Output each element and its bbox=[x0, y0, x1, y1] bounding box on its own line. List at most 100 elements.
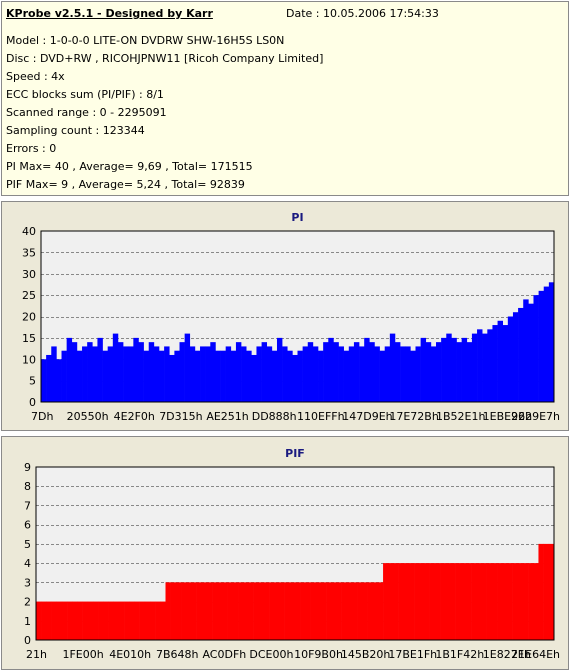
pif-bar-87 bbox=[486, 563, 493, 640]
pi-bar-90 bbox=[502, 325, 509, 402]
pi-bar-95 bbox=[528, 303, 534, 402]
pif-bar-96 bbox=[533, 563, 539, 640]
pi-bar-87 bbox=[487, 329, 493, 402]
app-title: KProbe v2.5.1 - Designed by Karr bbox=[6, 7, 213, 20]
pi-xtick-0: 7Dh bbox=[31, 410, 53, 423]
pi-bar-92 bbox=[512, 312, 519, 402]
pi-bar-58 bbox=[338, 346, 344, 402]
pi-bar-51 bbox=[302, 346, 309, 402]
pi-bar-54 bbox=[318, 350, 324, 402]
pi-bar-10 bbox=[92, 346, 98, 402]
pif-xtick-11: 21E64Eh bbox=[511, 648, 560, 661]
pif-bar-71 bbox=[403, 563, 410, 640]
pif-bar-99 bbox=[548, 543, 555, 640]
pi-bar-81 bbox=[456, 342, 462, 402]
pif-bar-40 bbox=[243, 582, 249, 640]
pi-bar-11 bbox=[97, 337, 103, 403]
pi-bar-89 bbox=[497, 320, 503, 402]
pi-bar-47 bbox=[282, 346, 288, 402]
pif-bar-84 bbox=[471, 563, 477, 640]
pi-bar-69 bbox=[394, 342, 401, 402]
pi-ytick-6: 30 bbox=[22, 268, 36, 281]
pif-bar-14 bbox=[108, 601, 114, 640]
pi-bar-59 bbox=[343, 350, 350, 402]
pif-xtick-9: 1B1F42h bbox=[435, 648, 484, 661]
pif-chart-panel: PIF 0 1 2 3 4 5 6 7 8 9 21h 1FE00h 4E010h 7B648h AC0DFh… bbox=[1, 436, 569, 670]
pi-xtick-1: 20550h bbox=[67, 410, 109, 423]
info-sampling-count: Sampling count : 123344 bbox=[6, 124, 145, 137]
info-ecc-blocks: ECC blocks sum (PI/PIF) : 8/1 bbox=[6, 88, 164, 101]
pi-bar-29 bbox=[189, 346, 196, 402]
pif-xtick-8: 17BE1Fh bbox=[388, 648, 437, 661]
pi-bar-71 bbox=[405, 346, 411, 402]
pi-bar-55 bbox=[323, 342, 329, 402]
pif-xtick-1: 1FE00h bbox=[62, 648, 103, 661]
pi-bar-1 bbox=[46, 354, 52, 402]
pi-bar-41 bbox=[251, 354, 257, 402]
pif-bar-82 bbox=[460, 563, 467, 640]
pif-bar-31 bbox=[196, 582, 203, 640]
pif-ytick-2: 2 bbox=[24, 596, 31, 609]
pi-xtick-3: 7D315h bbox=[159, 410, 202, 423]
pif-bar-97 bbox=[538, 543, 544, 640]
pi-xtick-11: 2229E7h bbox=[511, 410, 560, 423]
pif-chart-title: PIF bbox=[285, 447, 305, 460]
pi-bar-61 bbox=[353, 342, 360, 402]
pi-bar-40 bbox=[246, 350, 252, 402]
pif-bar-19 bbox=[134, 601, 140, 640]
pif-bar-28 bbox=[181, 582, 187, 640]
pi-bar-21 bbox=[148, 342, 155, 402]
pi-bar-68 bbox=[389, 333, 396, 402]
pi-xtick-9: 1B52E1h bbox=[436, 410, 485, 423]
pif-bar-98 bbox=[543, 543, 550, 640]
pif-bar-89 bbox=[497, 563, 503, 640]
pif-ytick-5: 5 bbox=[24, 538, 31, 551]
pif-bar-20 bbox=[139, 601, 146, 640]
pif-bar-58 bbox=[336, 582, 342, 640]
pif-bar-18 bbox=[129, 601, 135, 640]
pif-bar-85 bbox=[476, 563, 482, 640]
pi-ytick-4: 20 bbox=[22, 311, 36, 324]
pif-bar-41 bbox=[248, 582, 254, 640]
pi-bar-48 bbox=[287, 350, 293, 402]
pif-bar-2 bbox=[46, 601, 52, 640]
pi-bar-36 bbox=[225, 346, 232, 402]
pi-bar-43 bbox=[261, 342, 268, 402]
pif-bar-80 bbox=[450, 563, 456, 640]
pi-bar-91 bbox=[507, 316, 514, 402]
pif-bar-79 bbox=[445, 563, 451, 640]
pi-bar-13 bbox=[107, 346, 114, 402]
pif-bar-17 bbox=[124, 601, 130, 640]
pif-bar-23 bbox=[155, 601, 161, 640]
pif-bar-68 bbox=[388, 563, 394, 640]
pif-bar-6 bbox=[67, 601, 73, 640]
pi-bar-56 bbox=[328, 337, 334, 403]
pif-bar-67 bbox=[383, 563, 389, 640]
pif-bar-27 bbox=[175, 582, 182, 640]
info-errors: Errors : 0 bbox=[6, 142, 57, 155]
pi-bar-79 bbox=[446, 333, 452, 402]
pi-bar-6 bbox=[71, 342, 78, 402]
pif-bar-50 bbox=[295, 582, 301, 640]
pi-chart-title: PI bbox=[291, 211, 303, 224]
pif-bar-24 bbox=[160, 601, 166, 640]
scan-date: Date : 10.05.2006 17:54:33 bbox=[286, 7, 439, 20]
pif-ytick-8: 8 bbox=[24, 480, 31, 493]
pi-ytick-5: 25 bbox=[22, 289, 36, 302]
pi-bar-74 bbox=[420, 337, 427, 403]
pi-bar-25 bbox=[169, 354, 175, 402]
pi-bar-20 bbox=[143, 350, 150, 402]
pif-bar-0 bbox=[36, 601, 42, 640]
pi-ytick-7: 35 bbox=[22, 246, 36, 259]
pi-xtick-7: 147D9Eh bbox=[342, 410, 392, 423]
pi-bar-4 bbox=[61, 350, 67, 402]
pif-xtick-3: 7B648h bbox=[156, 648, 199, 661]
pi-xtick-10: 1EBE96h bbox=[483, 410, 532, 423]
pif-bar-73 bbox=[414, 563, 420, 640]
info-disc: Disc : DVD+RW , RICOHJPNW11 [Ricoh Compa… bbox=[6, 52, 324, 65]
pi-bar-60 bbox=[348, 346, 355, 402]
pi-bar-83 bbox=[466, 342, 473, 402]
pi-bar-57 bbox=[333, 342, 339, 402]
pif-bar-65 bbox=[372, 582, 379, 640]
pi-bar-50 bbox=[297, 350, 303, 402]
